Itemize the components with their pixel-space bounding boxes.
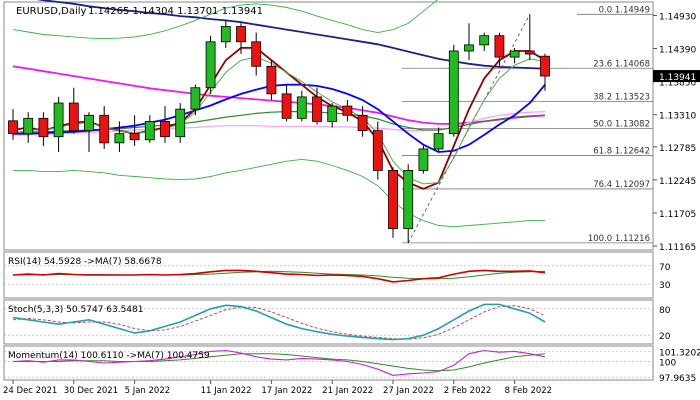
candle-body xyxy=(99,114,110,144)
overlay-line-7 xyxy=(12,0,438,40)
time-tick-label: 8 Feb 2022 xyxy=(505,386,552,396)
stoch-d-line xyxy=(12,305,546,340)
candle-body xyxy=(524,50,535,55)
candle-body xyxy=(494,35,505,58)
time-tick-label: 27 Jan 2022 xyxy=(383,386,434,396)
price-tick-label: 1.13850 xyxy=(659,79,696,89)
current-price-marker xyxy=(653,70,700,83)
candle-body xyxy=(479,35,490,46)
stoch-frame xyxy=(3,299,654,345)
candle-body xyxy=(448,50,459,135)
rsi-label: RSI(14) 54.5928 ->MA(7) 58.6678 xyxy=(8,257,162,267)
candle-body xyxy=(433,133,444,150)
candle-body xyxy=(160,121,170,138)
candle-body xyxy=(312,96,322,122)
stoch-tick-label: 80 xyxy=(659,306,671,316)
momentum-tick-label: 100 xyxy=(659,358,676,368)
fib-level-label: 38.2 1.13523 xyxy=(593,93,650,103)
time-tick-label: 17 Jan 2022 xyxy=(261,386,312,396)
candle-body xyxy=(220,26,231,43)
candle-body xyxy=(266,65,277,95)
rsi-tick-label: 30 xyxy=(659,281,671,291)
candle-body xyxy=(357,114,368,131)
candle-body xyxy=(53,102,64,138)
fib-level-label: 100.0 1.11216 xyxy=(588,234,650,244)
overlay-line-8 xyxy=(13,158,545,228)
fib-level-label: 0.0 1.14949 xyxy=(599,5,650,15)
price-tick-label: 1.12245 xyxy=(659,177,696,187)
momentum-label: Momentum(14) 100.6110 ->MA(7) 100.4759 xyxy=(8,351,210,361)
rsi-pane: 70 30 RSI(14) 54.5928 ->MA(7) 58.6678 xyxy=(3,251,671,299)
fib-level-label: 23.6 1.14068 xyxy=(593,59,650,69)
time-tick-label: 21 Jan 2022 xyxy=(322,386,373,396)
momentum-tick-label: 97.9635 xyxy=(659,374,696,384)
momentum-mom-line xyxy=(12,350,546,376)
candle-body xyxy=(8,120,18,135)
candle-body xyxy=(403,169,414,229)
time-tick-label: 24 Dec 2021 xyxy=(3,386,57,396)
candle-body xyxy=(38,117,49,138)
price-tick-label: 1.14390 xyxy=(659,46,696,56)
candle-body xyxy=(418,148,429,171)
price-tick-label: 1.13310 xyxy=(659,112,696,122)
stoch-tick-label: 20 xyxy=(659,332,671,342)
candle-body xyxy=(327,105,338,122)
chart-symbol: EURUSD,Daily xyxy=(16,6,87,17)
time-axis: 24 Dec 2021 30 Dec 2021 5 Jan 2022 11 Jan 2… xyxy=(3,380,552,396)
candle-body xyxy=(129,133,140,141)
candle-body xyxy=(540,55,550,77)
price-pane: 1.14930 1.14390 1.13850 1.13310 1.12785 1.122… xyxy=(3,0,700,253)
time-tick-label: 2 Feb 2022 xyxy=(444,386,492,396)
candle-body xyxy=(23,117,34,135)
price-pane-frame xyxy=(3,1,654,251)
price-tick-label: 1.12785 xyxy=(659,144,696,154)
momentum-ma-line xyxy=(13,353,546,372)
fib-level-label: 50.0 1.13082 xyxy=(593,120,650,130)
candle-body xyxy=(296,96,307,119)
time-tick-label: 5 Jan 2022 xyxy=(125,386,171,396)
time-tick-label: 30 Dec 2021 xyxy=(64,386,118,396)
candle-body xyxy=(464,44,474,52)
price-tick-label: 1.11705 xyxy=(659,210,696,220)
candle-body xyxy=(144,121,155,141)
candle-body xyxy=(68,102,79,131)
candle-body xyxy=(509,50,520,58)
chart-ohlc: 1.14265 1.14304 1.13701 1.13941 xyxy=(88,6,263,17)
candle-body xyxy=(281,93,292,119)
rsi-frame xyxy=(3,251,654,299)
candle-body xyxy=(205,41,216,89)
fib-level-label: 76.4 1.12097 xyxy=(593,180,650,190)
price-tick-label: 1.11165 xyxy=(659,243,696,253)
candle-body xyxy=(114,133,125,144)
stoch-label: Stoch(5,3,3) 50.5747 63.5481 xyxy=(8,305,143,315)
candle-body xyxy=(342,105,353,116)
rsi-tick-label: 70 xyxy=(659,263,671,273)
candle-body xyxy=(236,26,246,43)
candle-body xyxy=(84,114,94,131)
time-tick-label: 11 Jan 2022 xyxy=(201,386,252,396)
fib-trend-line xyxy=(407,14,531,244)
stochastic-pane: 80 20 Stoch(5,3,3) 50.5747 63.5481 xyxy=(3,299,671,345)
candle-body xyxy=(251,41,262,67)
fib-level-label: 61.8 1.12642 xyxy=(593,147,650,157)
candle-body xyxy=(190,87,201,110)
momentum-tick-label: 101.3202 xyxy=(659,348,700,358)
current-price-label: 1.13941 xyxy=(659,73,696,83)
candle-body xyxy=(175,108,186,138)
momentum-frame xyxy=(3,345,654,381)
rsi-rsi-line xyxy=(12,269,546,283)
price-tick-label: 1.14930 xyxy=(659,12,696,22)
candle-body xyxy=(372,130,383,171)
candle-body xyxy=(388,169,398,229)
stoch-k-line xyxy=(12,303,546,341)
